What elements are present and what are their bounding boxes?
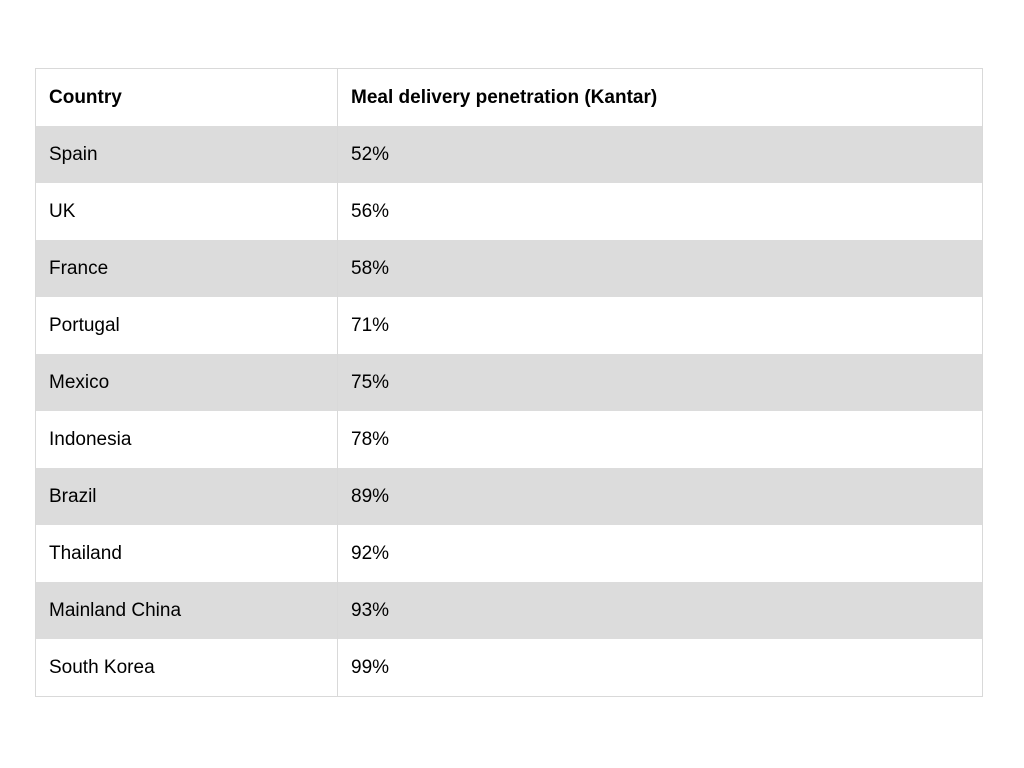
penetration-value-cell: 56% — [337, 183, 983, 240]
table-row: UK 56% — [35, 183, 983, 240]
country-cell: Portugal — [35, 297, 338, 354]
meal-delivery-penetration-table: Country Meal delivery penetration (Kanta… — [35, 68, 983, 697]
table-row: France 58% — [35, 240, 983, 297]
penetration-value-cell: 75% — [337, 354, 983, 411]
country-cell: Indonesia — [35, 411, 338, 468]
country-cell: South Korea — [35, 639, 338, 697]
header-row: Country Meal delivery penetration (Kanta… — [35, 68, 983, 126]
penetration-value-cell: 93% — [337, 582, 983, 639]
country-cell: Mainland China — [35, 582, 338, 639]
penetration-value-cell: 71% — [337, 297, 983, 354]
penetration-value-cell: 52% — [337, 126, 983, 183]
country-cell: France — [35, 240, 338, 297]
table-row: Brazil 89% — [35, 468, 983, 525]
table-row: Indonesia 78% — [35, 411, 983, 468]
country-cell: Mexico — [35, 354, 338, 411]
penetration-value-cell: 78% — [337, 411, 983, 468]
table-row: South Korea 99% — [35, 639, 983, 697]
country-cell: UK — [35, 183, 338, 240]
penetration-value-cell: 99% — [337, 639, 983, 697]
table-body: Spain 52% UK 56% France 58% Portugal 71% Mexico 7… — [35, 126, 983, 697]
column-header-country: Country — [35, 68, 338, 126]
table-row: Portugal 71% — [35, 297, 983, 354]
country-cell: Spain — [35, 126, 338, 183]
penetration-value-cell: 58% — [337, 240, 983, 297]
penetration-value-cell: 92% — [337, 525, 983, 582]
country-cell: Thailand — [35, 525, 338, 582]
country-cell: Brazil — [35, 468, 338, 525]
table-row: Spain 52% — [35, 126, 983, 183]
table-row: Mexico 75% — [35, 354, 983, 411]
table-row: Thailand 92% — [35, 525, 983, 582]
table-row: Mainland China 93% — [35, 582, 983, 639]
penetration-value-cell: 89% — [337, 468, 983, 525]
column-header-penetration: Meal delivery penetration (Kantar) — [337, 68, 983, 126]
